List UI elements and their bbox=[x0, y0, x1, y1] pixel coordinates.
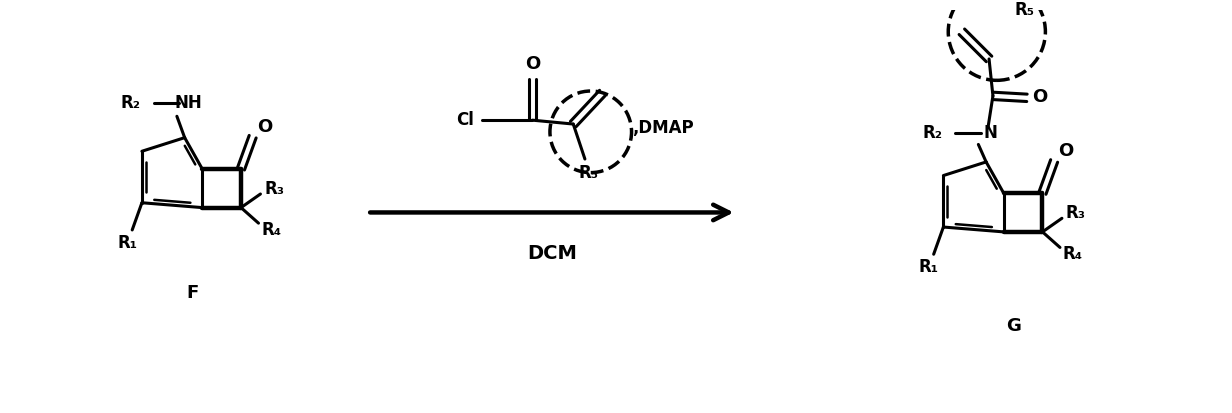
Text: R₅: R₅ bbox=[579, 164, 599, 182]
Text: F: F bbox=[186, 284, 198, 302]
Text: O: O bbox=[1032, 88, 1047, 106]
Text: ,DMAP: ,DMAP bbox=[632, 119, 694, 137]
Text: NH: NH bbox=[175, 94, 202, 112]
Text: R₁: R₁ bbox=[117, 234, 137, 252]
Text: R₄: R₄ bbox=[261, 221, 281, 239]
Text: Cl: Cl bbox=[457, 111, 474, 129]
Text: R₃: R₃ bbox=[264, 180, 285, 198]
Text: R₃: R₃ bbox=[1066, 204, 1085, 223]
Text: DCM: DCM bbox=[527, 244, 577, 263]
Text: O: O bbox=[256, 118, 272, 136]
Text: G: G bbox=[1005, 317, 1021, 335]
Text: R₂: R₂ bbox=[121, 94, 140, 112]
Text: N: N bbox=[983, 124, 997, 142]
Text: R₁: R₁ bbox=[919, 258, 939, 276]
Text: R₂: R₂ bbox=[923, 124, 942, 142]
Text: R₅: R₅ bbox=[1014, 1, 1034, 19]
Text: O: O bbox=[525, 55, 540, 73]
Text: O: O bbox=[1058, 142, 1073, 160]
Text: R₄: R₄ bbox=[1062, 245, 1083, 263]
